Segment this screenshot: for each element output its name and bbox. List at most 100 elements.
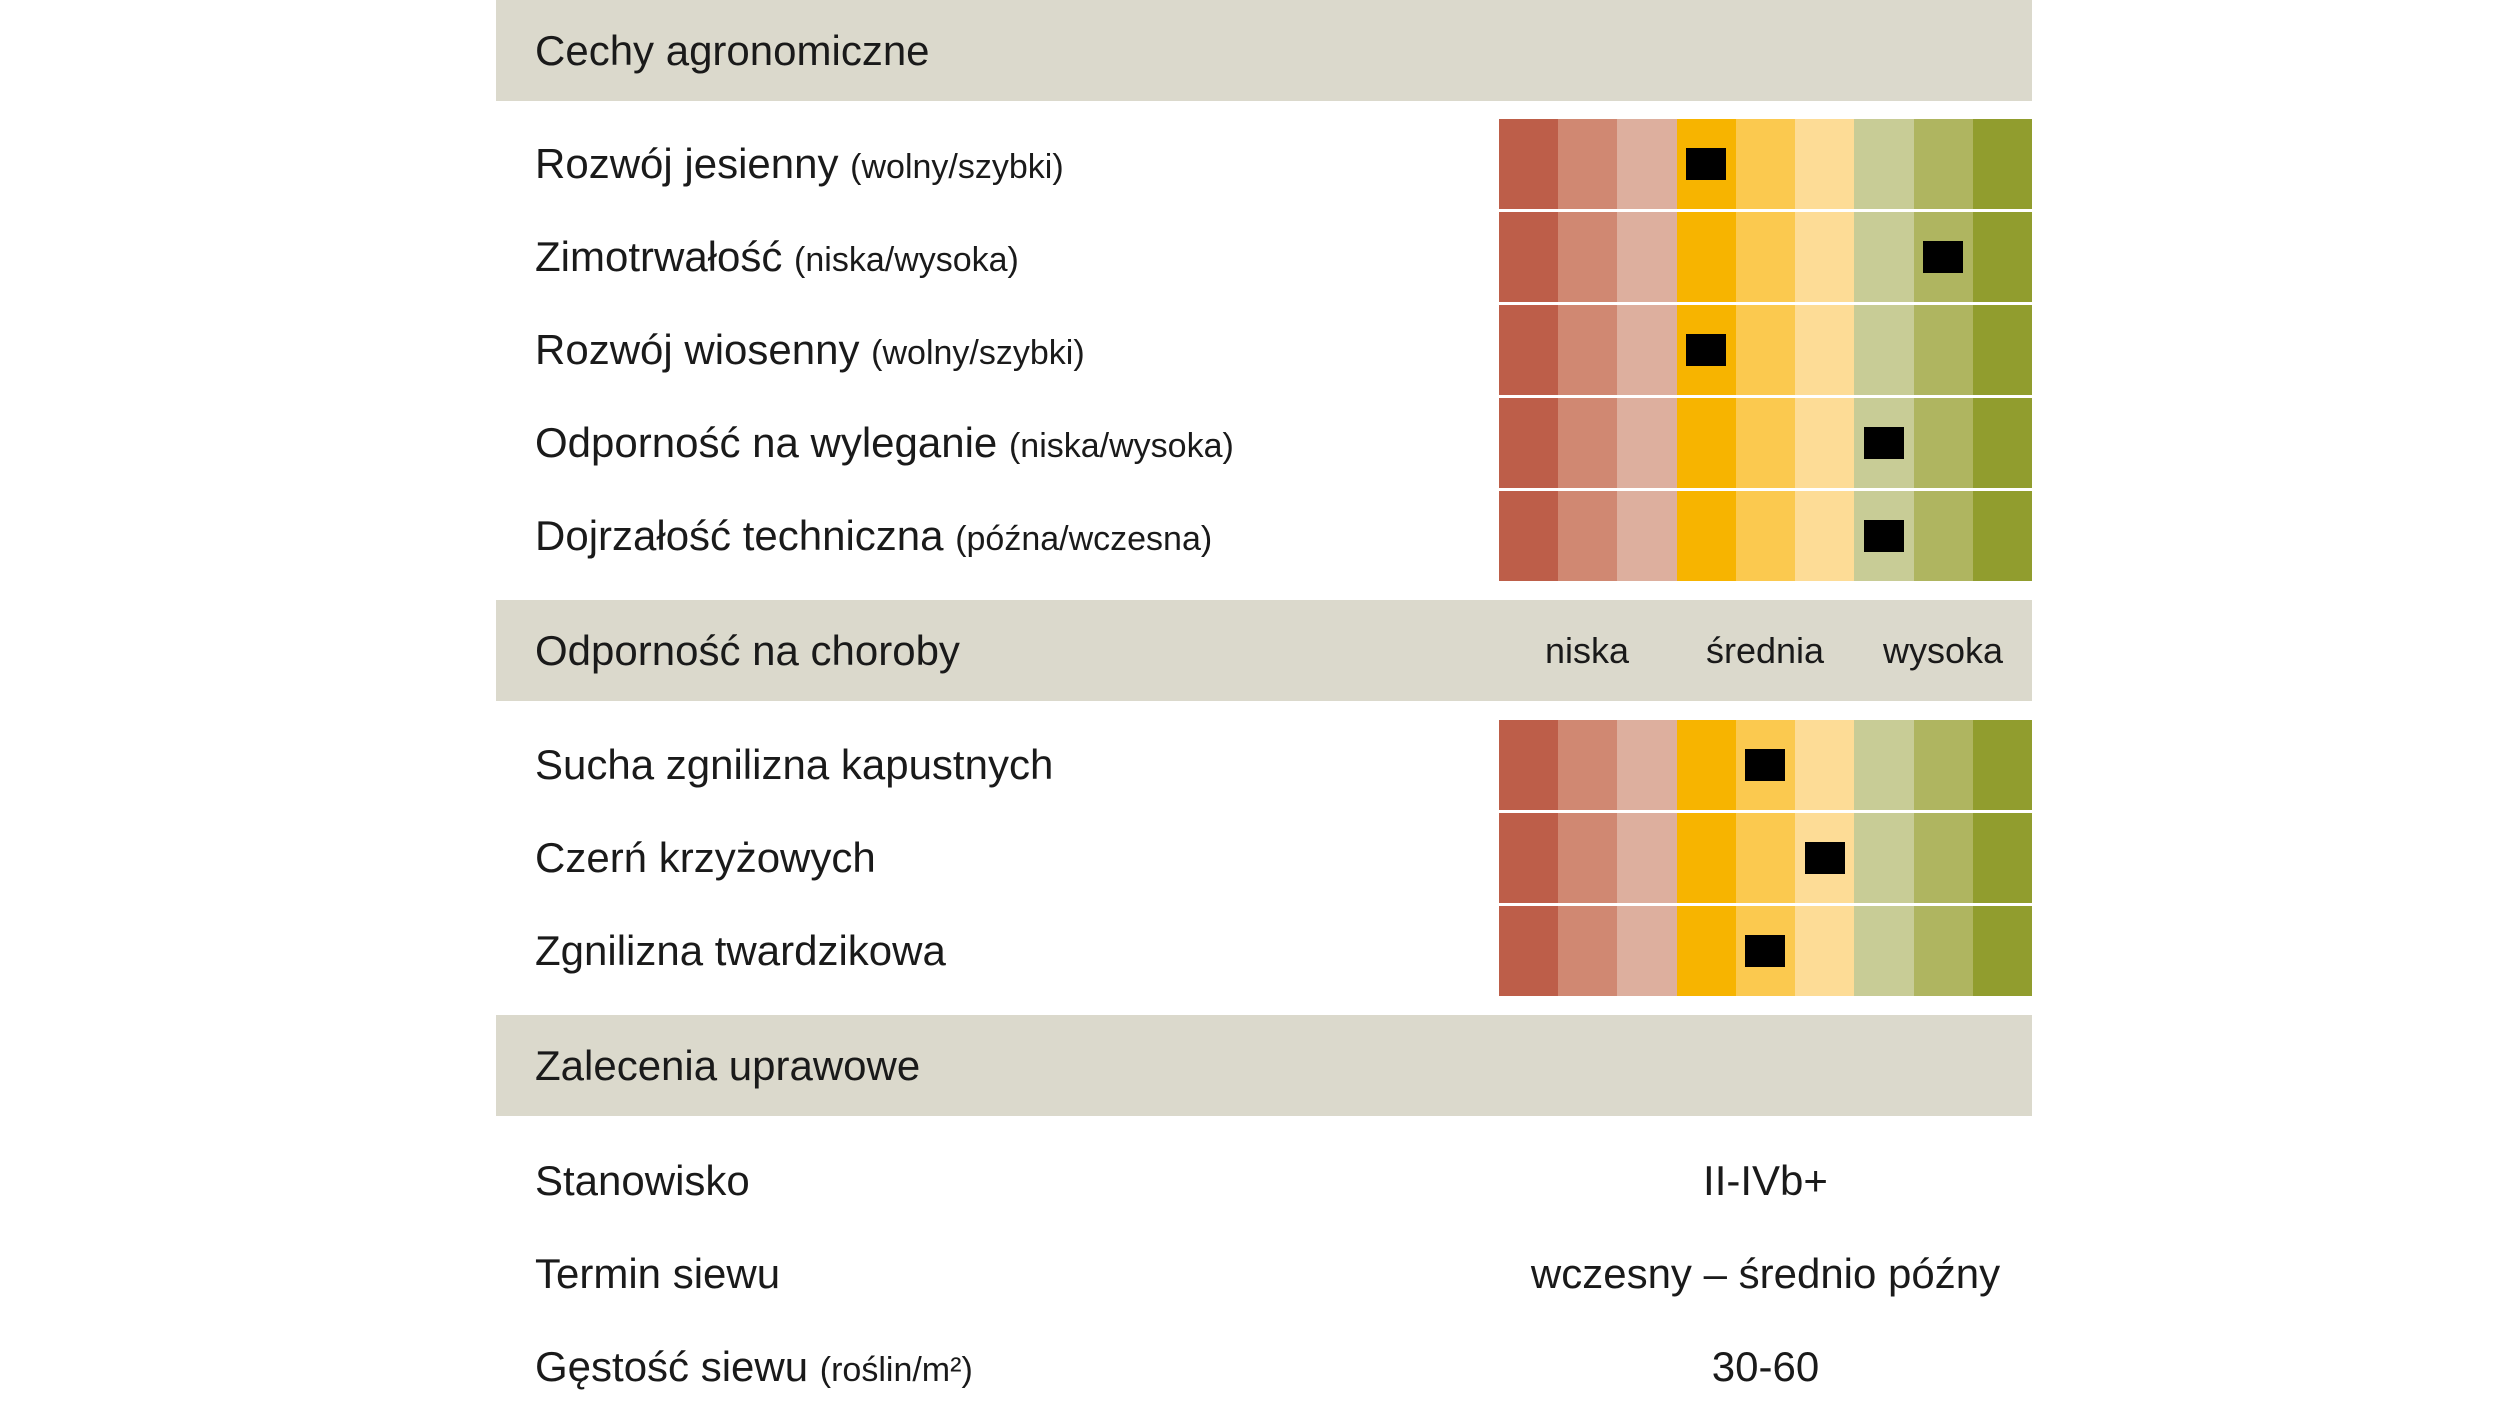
scale-cell bbox=[1735, 491, 1796, 581]
row-label-sowing-date: Termin siewu bbox=[535, 1250, 780, 1298]
row-label-text: Dojrzałość techniczna bbox=[535, 512, 944, 559]
scale-cell bbox=[1735, 305, 1796, 395]
scale-cell bbox=[1558, 491, 1618, 581]
scale-cell bbox=[1972, 212, 2032, 302]
scale-cell bbox=[1676, 212, 1736, 302]
scale-cell bbox=[1854, 491, 1914, 581]
row-label-light-leaf-spot: Sucha zgnilizna kapustnych bbox=[535, 741, 1053, 789]
scale-cell bbox=[1617, 720, 1677, 810]
rating-marker bbox=[1804, 842, 1845, 874]
sowing-density-value: 30-60 bbox=[1711, 1343, 1820, 1390]
scale-cell bbox=[1854, 906, 1914, 996]
scale-cell bbox=[1913, 813, 1973, 903]
scale-row bbox=[1499, 813, 2032, 903]
row-label-lodging-resistance: Odporność na wyleganie (niska/wysoka) bbox=[535, 419, 1234, 467]
scale-cell bbox=[1558, 906, 1618, 996]
scale-cell bbox=[1972, 720, 2032, 810]
scale-cell bbox=[1558, 398, 1618, 488]
scale-label-mid: średnia bbox=[1705, 630, 1825, 671]
scale-cell bbox=[1972, 119, 2032, 209]
scale-cell bbox=[1558, 720, 1618, 810]
scale-cell bbox=[1676, 398, 1736, 488]
rating-marker bbox=[1863, 427, 1904, 459]
scale-cell bbox=[1913, 720, 1973, 810]
agronomic-section-title: Cechy agronomiczne bbox=[535, 27, 930, 74]
scale-cell bbox=[1972, 906, 2032, 996]
scale-cell bbox=[1795, 720, 1855, 810]
scale-cell bbox=[1676, 491, 1736, 581]
scale-cell bbox=[1617, 398, 1677, 488]
scale-cell bbox=[1617, 491, 1677, 581]
rating-marker bbox=[1923, 241, 1964, 273]
scale-cell bbox=[1735, 212, 1796, 302]
scale-cell bbox=[1795, 119, 1855, 209]
variety-characteristics-panel: Cechy agronomiczne Rozwój jesienny (woln… bbox=[496, 0, 2032, 1408]
scale-cell bbox=[1499, 491, 1559, 581]
row-label-text: Rozwój wiosenny bbox=[535, 326, 860, 373]
scale-row bbox=[1499, 906, 2032, 996]
scale-cell bbox=[1499, 720, 1559, 810]
agronomic-section-header: Cechy agronomiczne bbox=[496, 0, 2032, 101]
scale-cell bbox=[1499, 906, 1559, 996]
scale-cell bbox=[1617, 305, 1677, 395]
row-label-text: Zgnilizna twardzikowa bbox=[535, 927, 946, 974]
row-label-winter-hardiness: Zimotrwałość (niska/wysoka) bbox=[535, 233, 1019, 281]
rating-marker bbox=[1686, 148, 1727, 180]
scale-cell bbox=[1972, 398, 2032, 488]
scale-row bbox=[1499, 720, 2032, 810]
row-label-black-rot: Czerń krzyżowych bbox=[535, 834, 876, 882]
scale-label-low: niska bbox=[1544, 630, 1630, 671]
rating-marker bbox=[1745, 935, 1786, 967]
row-label-text: Czerń krzyżowych bbox=[535, 834, 876, 881]
scale-cell bbox=[1854, 305, 1914, 395]
scale-cell bbox=[1913, 906, 1973, 996]
scale-cell bbox=[1854, 720, 1914, 810]
row-label-text: Sucha zgnilizna kapustnych bbox=[535, 741, 1054, 788]
sowing-date-value: wczesny – średnio późny bbox=[1530, 1250, 2001, 1297]
scale-cell bbox=[1735, 398, 1796, 488]
scale-row bbox=[1499, 119, 2032, 209]
scale-cell bbox=[1558, 119, 1618, 209]
scale-cell bbox=[1676, 720, 1736, 810]
row-label-hint: (wolny/szybki) bbox=[850, 148, 1064, 186]
scale-cell bbox=[1735, 906, 1796, 996]
row-label-hint: (roślin/m²) bbox=[819, 1351, 973, 1389]
scale-cell bbox=[1558, 212, 1618, 302]
row-label-text: Gęstość siewu bbox=[535, 1343, 809, 1390]
row-label-sclerotinia: Zgnilizna twardzikowa bbox=[535, 927, 946, 975]
scale-cell bbox=[1913, 398, 1973, 488]
row-label-text: Rozwój jesienny bbox=[535, 140, 839, 187]
row-label-sowing-density: Gęstość siewu (roślin/m²) bbox=[535, 1343, 973, 1391]
scale-cell bbox=[1972, 813, 2032, 903]
row-label-text: Termin siewu bbox=[535, 1250, 781, 1297]
scale-cell bbox=[1735, 720, 1796, 810]
scale-cell bbox=[1795, 398, 1855, 488]
row-label-text: Stanowisko bbox=[535, 1157, 750, 1204]
scale-cell bbox=[1617, 906, 1677, 996]
scale-cell bbox=[1676, 119, 1736, 209]
scale-cell bbox=[1795, 813, 1855, 903]
scale-cell bbox=[1795, 212, 1855, 302]
scale-cell bbox=[1499, 212, 1559, 302]
scale-cell bbox=[1913, 212, 1973, 302]
scale-cell bbox=[1499, 119, 1559, 209]
scale-cell bbox=[1499, 813, 1559, 903]
scale-cell bbox=[1617, 119, 1677, 209]
rating-marker bbox=[1863, 520, 1904, 552]
row-label-hint: (niska/wysoka) bbox=[1008, 427, 1234, 465]
scale-cell bbox=[1854, 398, 1914, 488]
scale-cell bbox=[1854, 119, 1914, 209]
scale-cell bbox=[1617, 813, 1677, 903]
scale-cell bbox=[1676, 906, 1736, 996]
scale-row bbox=[1499, 305, 2032, 395]
row-label-hint: (niska/wysoka) bbox=[794, 241, 1019, 279]
row-label-text: Zimotrwałość bbox=[535, 233, 783, 280]
scale-cell bbox=[1972, 491, 2032, 581]
row-label-hint: (późna/wczesna) bbox=[955, 520, 1213, 558]
scale-row bbox=[1499, 491, 2032, 581]
recommendations-section-header: Zalecenia uprawowe bbox=[496, 1015, 2032, 1116]
recommendations-section-title: Zalecenia uprawowe bbox=[535, 1042, 921, 1089]
scale-cell bbox=[1972, 305, 2032, 395]
scale-cell bbox=[1617, 212, 1677, 302]
scale-cell bbox=[1735, 813, 1796, 903]
